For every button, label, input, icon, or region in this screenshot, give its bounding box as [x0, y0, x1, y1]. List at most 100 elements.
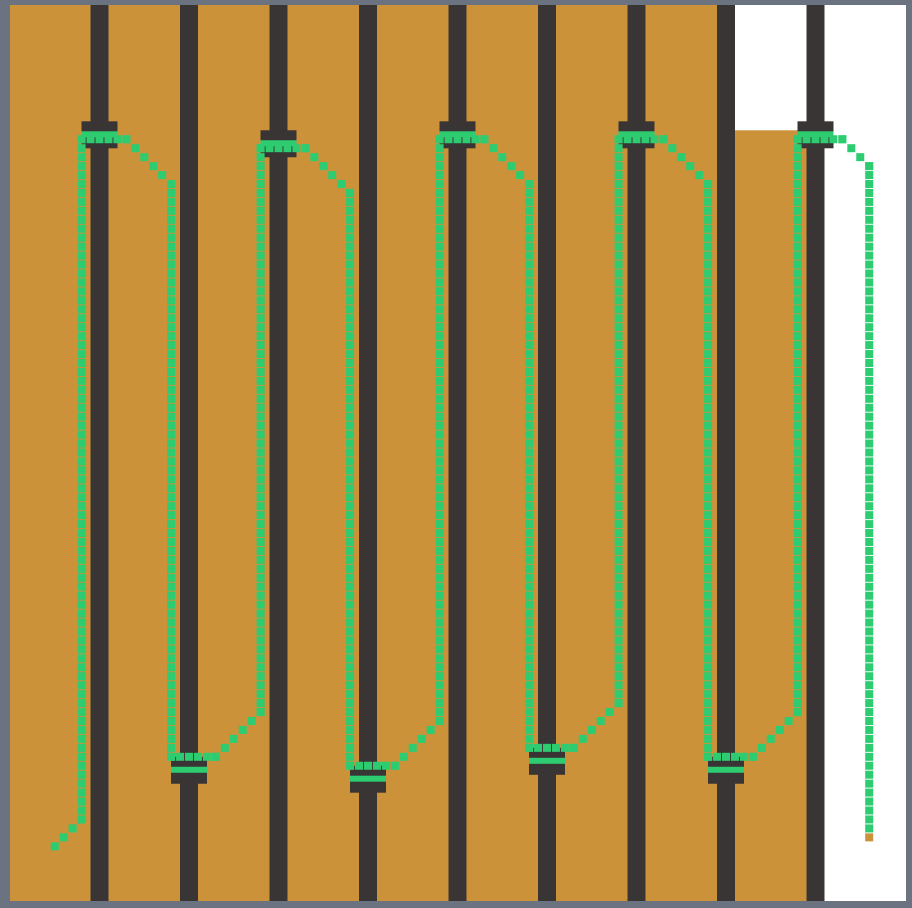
path-cell — [435, 135, 444, 144]
path-cell — [346, 582, 355, 591]
path-cell — [77, 242, 86, 251]
path-cell — [865, 439, 874, 448]
path-cell — [704, 233, 713, 242]
path-cell — [346, 502, 355, 511]
path-cell — [659, 135, 668, 144]
path-cell — [435, 305, 444, 314]
path-cell — [346, 350, 355, 359]
path-cell — [793, 645, 802, 654]
path-cell — [77, 770, 86, 779]
path-cell — [77, 412, 86, 421]
path-cell — [793, 296, 802, 305]
path-cell — [525, 475, 534, 484]
path-cell — [525, 699, 534, 708]
path-cell — [614, 341, 623, 350]
path-cell — [614, 421, 623, 430]
path-cell — [435, 493, 444, 502]
path-cell — [551, 743, 560, 752]
path-cell — [525, 717, 534, 725]
path-cell — [256, 144, 265, 153]
path-cell — [695, 171, 704, 180]
path-cell — [346, 439, 355, 448]
path-cell — [865, 484, 874, 493]
path-cell — [507, 162, 516, 171]
path-cell — [77, 278, 86, 287]
path-cell — [525, 206, 534, 215]
path-cell — [435, 708, 444, 717]
path-cell — [525, 403, 534, 412]
path-cell — [68, 824, 77, 833]
path-cell — [256, 269, 265, 278]
path-cell — [167, 305, 176, 314]
path-cell — [614, 144, 623, 153]
path-cell — [77, 323, 86, 332]
path-cell — [256, 287, 265, 296]
path-cell — [435, 359, 444, 367]
filled-region-partial — [734, 130, 816, 902]
path-cell — [77, 215, 86, 224]
path-cell — [444, 135, 453, 144]
path-cell — [641, 135, 650, 144]
path-cell — [167, 394, 176, 403]
path-cell — [865, 287, 874, 296]
path-cell — [525, 600, 534, 609]
path-cell — [77, 430, 86, 439]
path-cell — [525, 448, 534, 457]
path-cell — [256, 341, 265, 350]
path-cell — [525, 734, 534, 743]
path-cell — [793, 564, 802, 573]
path-cell — [865, 367, 874, 376]
path-cell — [704, 734, 713, 743]
path-cell — [793, 573, 802, 582]
path-cell — [77, 582, 86, 591]
path-cell — [426, 725, 435, 734]
path-cell — [435, 242, 444, 251]
path-cell — [274, 144, 283, 153]
path-cell — [704, 323, 713, 332]
path-cell — [346, 609, 355, 618]
path-cell — [399, 752, 408, 761]
path-cell — [435, 412, 444, 421]
path-cell — [77, 725, 86, 734]
path-cell — [865, 332, 874, 341]
path-cell — [614, 520, 623, 529]
path-cell — [346, 197, 355, 206]
path-cell — [77, 439, 86, 448]
path-cell — [525, 520, 534, 529]
path-cell — [158, 171, 167, 180]
path-cell — [167, 341, 176, 350]
path-cell — [167, 332, 176, 341]
path-cell — [346, 618, 355, 627]
path-cell — [346, 376, 355, 385]
path-cell — [525, 385, 534, 394]
path-cell — [77, 475, 86, 484]
path-cell — [525, 305, 534, 314]
path-cell — [525, 376, 534, 385]
path-cell — [435, 287, 444, 296]
path-cell — [256, 412, 265, 421]
path-cell — [77, 636, 86, 645]
path-cell — [865, 734, 874, 743]
path-cell — [355, 761, 364, 770]
path-cell — [220, 743, 229, 752]
path-cell — [202, 752, 211, 761]
path-cell — [704, 752, 713, 761]
path-cell — [435, 690, 444, 699]
path-cell — [793, 171, 802, 180]
path-cell — [167, 421, 176, 430]
path-cell — [614, 430, 623, 439]
path-cell — [820, 135, 829, 144]
path-cell — [77, 654, 86, 663]
path-cell — [346, 412, 355, 421]
path-cell — [176, 752, 185, 761]
path-cell — [632, 135, 641, 144]
path-cell — [704, 708, 713, 717]
path-cell — [77, 153, 86, 162]
path-cell — [435, 457, 444, 466]
path-cell — [793, 609, 802, 618]
path-cell — [256, 627, 265, 636]
path-cell — [865, 591, 874, 600]
path-cell — [256, 385, 265, 394]
path-cell — [256, 421, 265, 430]
